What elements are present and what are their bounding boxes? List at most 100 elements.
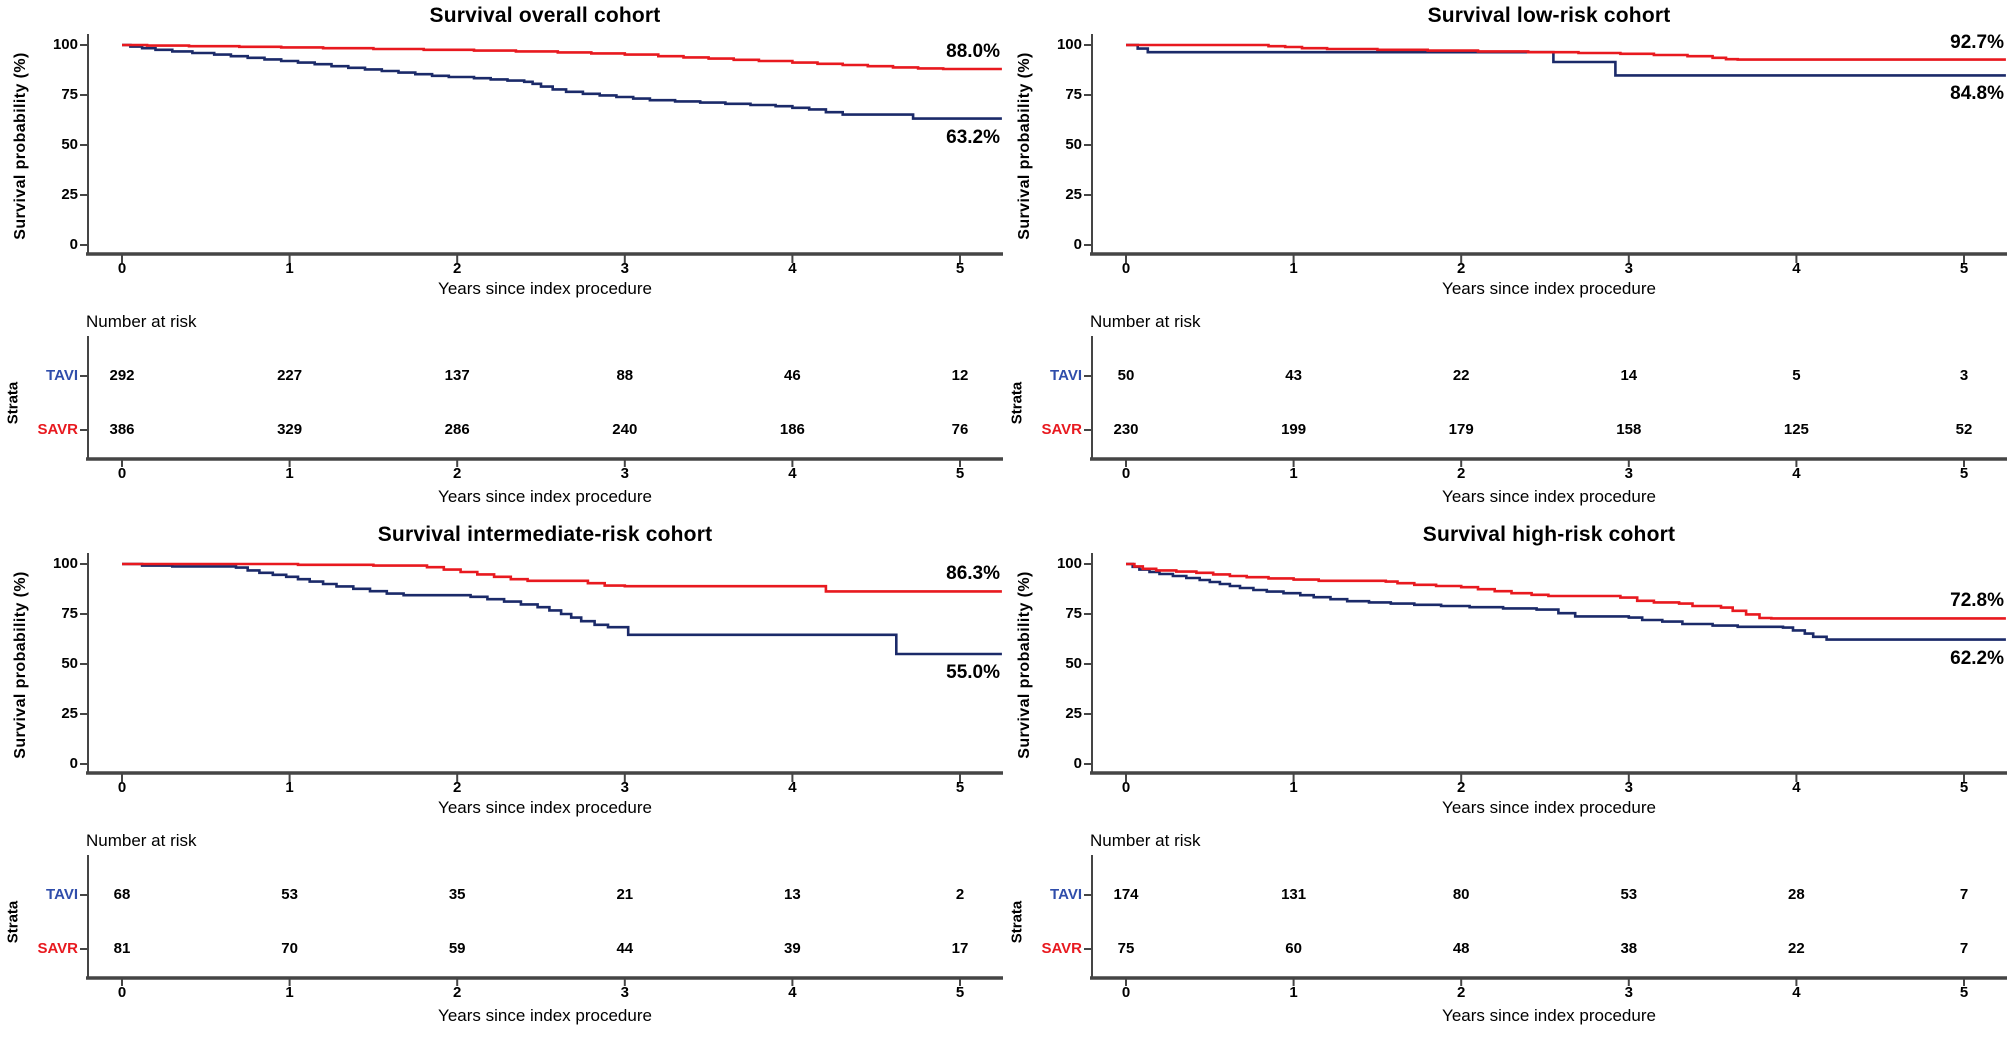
risk-count-savr: 52 [1955,421,1973,438]
x-tick-label: 4 [788,260,797,277]
x-tick-label: 5 [1959,779,1969,796]
risk-x-axis-label: Years since index procedure [438,487,652,506]
x-tick-label: 1 [285,779,294,796]
risk-count-savr: 81 [113,940,131,957]
strata-axis-label: Strata [4,900,22,944]
x-tick-label: 5 [955,779,965,796]
risk-row-label-tavi: TAVI [46,367,78,384]
risk-count-tavi: 50 [1117,367,1135,384]
km-plot-canvas [1084,34,2007,467]
savr-endpoint-label: 86.3% [946,563,1000,585]
y-tick-label: 75 [1065,86,1082,103]
risk-row-label-savr: SAVR [1041,940,1082,957]
x-tick-label: 3 [1624,260,1633,277]
risk-count-savr: 7 [1959,940,1969,957]
risk-x-tick-label: 0 [117,984,127,1001]
risk-row-label-tavi: TAVI [1050,886,1082,903]
savr-survival-curve [122,562,1002,593]
risk-x-tick-label: 5 [1959,984,1969,1001]
x-tick-label: 1 [285,260,294,277]
risk-row-label-tavi: TAVI [46,886,78,903]
strata-axis-label: Strata [1008,900,1026,944]
y-tick-label: 0 [1073,755,1082,772]
savr-endpoint-label: 88.0% [946,41,1000,62]
risk-x-tick-label: 2 [453,984,462,1001]
risk-count-savr: 125 [1783,421,1809,438]
savr-survival-curve [1126,43,2006,61]
risk-row-label-savr: SAVR [37,421,78,438]
risk-count-savr: 158 [1616,421,1642,438]
tavi-survival-curve [1126,43,2006,77]
risk-count-tavi: 227 [277,367,303,384]
y-tick-label: 100 [52,36,78,53]
risk-count-tavi: 5 [1792,367,1801,384]
risk-count-tavi: 174 [1113,886,1139,903]
risk-x-tick-label: 1 [285,465,294,482]
risk-count-tavi: 292 [109,367,135,384]
y-tick-label: 100 [1056,36,1082,53]
risk-x-tick-label: 4 [788,465,797,482]
x-tick-label: 2 [1457,260,1466,277]
risk-count-savr: 39 [784,940,801,957]
risk-count-tavi: 53 [1620,886,1638,903]
risk-count-tavi: 131 [1281,886,1307,903]
y-tick-label: 0 [1073,236,1082,253]
risk-count-savr: 186 [779,421,805,438]
x-tick-label: 3 [620,779,629,796]
risk-count-tavi: 12 [951,367,969,384]
strata-axis-label: Strata [1008,381,1026,425]
risk-count-tavi: 21 [616,886,634,903]
risk-count-savr: 286 [444,421,470,438]
risk-row-label-savr: SAVR [1041,421,1082,438]
risk-count-tavi: 3 [1959,367,1969,384]
x-tick-label: 0 [117,260,127,277]
risk-x-tick-label: 0 [117,465,127,482]
x-tick-label: 2 [453,779,462,796]
tavi-survival-curve [122,562,1002,656]
tavi-endpoint-label: 62.2% [1950,647,2004,669]
savr-survival-curve [1126,562,2006,620]
x-tick-label: 2 [1457,779,1466,796]
x-tick-label: 2 [453,260,462,277]
risk-x-tick-label: 0 [1121,984,1131,1001]
y-tick-label: 25 [1065,186,1082,203]
y-tick-label: 0 [69,755,78,772]
x-tick-label: 4 [1792,260,1801,277]
panel-title: Survival intermediate-risk cohort [377,523,713,546]
risk-count-savr: 386 [109,421,135,438]
savr-endpoint-label: 72.8% [1950,590,2004,612]
x-tick-label: 3 [620,260,629,277]
y-tick-label: 75 [1065,605,1082,622]
risk-x-axis-label: Years since index procedure [438,1006,652,1025]
x-tick-label: 0 [1121,779,1131,796]
risk-count-savr: 44 [616,940,634,957]
risk-table-header: Number at risk [86,312,197,331]
risk-x-tick-label: 2 [1457,465,1466,482]
y-tick-label: 50 [61,136,78,153]
y-tick-label: 25 [1065,705,1082,722]
risk-count-savr: 38 [1620,940,1638,957]
y-tick-label: 50 [61,655,78,672]
risk-x-tick-label: 3 [620,984,629,1001]
x-axis-label: Years since index procedure [438,279,652,298]
risk-x-tick-label: 4 [788,984,797,1001]
risk-count-savr: 75 [1117,940,1135,957]
savr-endpoint-label: 92.7% [1950,31,2004,53]
strata-axis-label: Strata [4,381,22,425]
risk-x-tick-label: 5 [955,465,965,482]
risk-count-tavi: 35 [448,886,466,903]
risk-count-savr: 329 [277,421,303,438]
risk-row-label-tavi: TAVI [1050,367,1082,384]
risk-table-header: Number at risk [86,831,197,850]
risk-count-savr: 22 [1788,940,1805,957]
risk-x-axis-label: Years since index procedure [1442,487,1656,506]
tavi-endpoint-label: 63.2% [946,126,1000,148]
y-tick-label: 50 [1065,655,1082,672]
x-tick-label: 1 [1289,779,1298,796]
tavi-endpoint-label: 84.8% [1950,83,2004,105]
panel-survival-high-risk: Survival high-risk cohort Survival proba… [1004,519,2008,1038]
risk-x-tick-label: 1 [285,984,294,1001]
risk-count-tavi: 53 [281,886,298,903]
y-tick-label: 100 [52,555,78,572]
